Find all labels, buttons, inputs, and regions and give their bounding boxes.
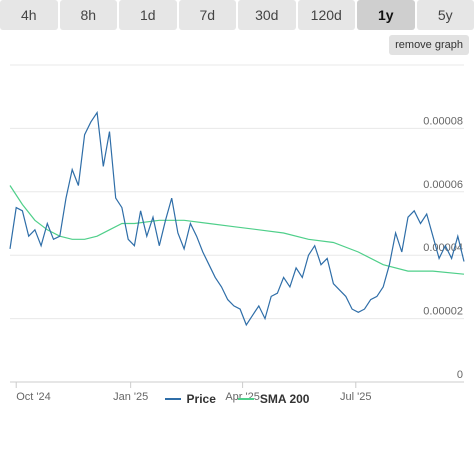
legend: Price SMA 200 xyxy=(0,392,474,406)
sma-200-line xyxy=(9,185,465,275)
price-line xyxy=(9,110,465,327)
legend-label-sma: SMA 200 xyxy=(259,392,310,406)
tab-120d[interactable]: 120d xyxy=(297,0,355,30)
timeframe-tabs: 4h 8h 1d 7d 30d 120d 1y 5y xyxy=(0,0,474,30)
remove-graph-button[interactable]: remove graph xyxy=(389,35,469,55)
y-axis-labels: 0 0.00002 0.00004 0.00006 0.00008 xyxy=(423,115,463,381)
y-tick-label: 0.00006 xyxy=(423,179,463,191)
legend-item-sma[interactable]: SMA 200 xyxy=(237,392,310,406)
x-axis-labels: Oct '24 Jan '25 Apr '25 Jul '25 xyxy=(15,382,372,403)
tab-30d[interactable]: 30d xyxy=(238,0,296,30)
y-tick-label: 0.00002 xyxy=(423,306,463,318)
tab-1y[interactable]: 1y xyxy=(357,0,415,30)
x-tick-label: Apr '25 xyxy=(225,391,260,403)
sma-swatch-icon xyxy=(237,398,254,400)
x-tick-label: Oct '24 xyxy=(16,391,51,403)
x-tick-label: Jul '25 xyxy=(340,391,371,403)
legend-label-price: Price xyxy=(186,392,216,406)
y-tick-label: 0.00008 xyxy=(423,115,463,127)
y-tick-label: 0.00004 xyxy=(423,242,463,254)
tab-8h[interactable]: 8h xyxy=(59,0,117,30)
price-swatch-icon xyxy=(164,398,181,400)
tab-1d[interactable]: 1d xyxy=(119,0,177,30)
y-tick-label: 0 xyxy=(457,369,463,381)
tab-7d[interactable]: 7d xyxy=(178,0,236,30)
tab-5y[interactable]: 5y xyxy=(416,0,474,30)
x-tick-label: Jan '25 xyxy=(113,391,148,403)
tab-4h[interactable]: 4h xyxy=(0,0,58,30)
grid-layer xyxy=(10,64,464,383)
legend-item-price[interactable]: Price xyxy=(164,392,216,406)
